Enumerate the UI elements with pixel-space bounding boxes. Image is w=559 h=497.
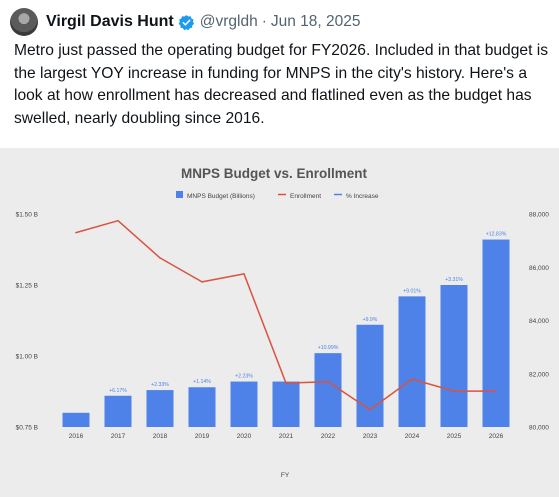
budget-bar bbox=[62, 412, 90, 427]
y-left-tick-label: $1.50 B bbox=[16, 212, 38, 219]
enrollment-point bbox=[285, 382, 287, 384]
tweet-media-chart[interactable]: MNPS Budget vs. Enrollment MNPS Budget (… bbox=[0, 148, 559, 497]
enrollment-point bbox=[159, 257, 161, 259]
chart: MNPS Budget vs. Enrollment MNPS Budget (… bbox=[16, 166, 550, 479]
budget-bar bbox=[104, 395, 132, 427]
y-axis-right: 80,000 82,000 84,000 86,000 88,000 bbox=[529, 212, 549, 432]
x-tick-label: 2024 bbox=[405, 433, 420, 440]
verified-badge-icon bbox=[178, 14, 195, 31]
bar-data-label: +9.01% bbox=[403, 288, 421, 294]
x-tick-label: 2016 bbox=[69, 433, 84, 440]
enrollment-point bbox=[453, 390, 455, 392]
budget-bar bbox=[440, 285, 468, 427]
enrollment-point bbox=[243, 273, 245, 275]
separator-dot: · bbox=[261, 13, 267, 30]
x-tick-label: 2021 bbox=[279, 433, 294, 440]
enrollment-point bbox=[327, 380, 329, 383]
chart-legend: MNPS Budget (Billions) Enrollment % Incr… bbox=[176, 191, 379, 200]
enrollment-point bbox=[117, 219, 119, 222]
bar-data-label: +12.83% bbox=[486, 232, 507, 238]
budget-bar bbox=[356, 324, 384, 427]
enrollment-point bbox=[369, 408, 371, 411]
x-tick-label: 2025 bbox=[447, 433, 462, 440]
bar-data-label: +2.23% bbox=[235, 374, 253, 380]
bar-data-label: +6.17% bbox=[109, 388, 127, 394]
enrollment-point bbox=[75, 231, 77, 234]
bar-labels: +6.17% +2.33% +1.14% +2.23% +10.99% +9.9% +9.0… bbox=[109, 232, 507, 394]
budget-bar bbox=[146, 390, 174, 427]
x-tick-label: 2017 bbox=[111, 433, 126, 440]
tweet-header: Virgil Davis Hunt @vrgldh · Jun 18, 2025 bbox=[10, 8, 361, 36]
y-left-tick-label: $0.75 B bbox=[16, 425, 38, 432]
x-tick-label: 2020 bbox=[237, 433, 252, 440]
legend-label-increase: % Increase bbox=[346, 193, 379, 200]
x-tick-label: 2018 bbox=[153, 433, 168, 440]
legend-swatch-budget bbox=[176, 191, 183, 198]
enrollment-point bbox=[201, 281, 203, 283]
bar-data-label: +3.31% bbox=[445, 277, 463, 283]
x-axis-label: FY bbox=[281, 472, 290, 479]
y-right-tick-label: 88,000 bbox=[529, 212, 549, 219]
y-right-tick-label: 86,000 bbox=[529, 265, 549, 272]
bar-data-label: +1.14% bbox=[193, 379, 211, 385]
budget-bar bbox=[482, 239, 510, 427]
tweet-text: Metro just passed the operating budget f… bbox=[14, 42, 549, 127]
avatar[interactable] bbox=[10, 8, 38, 36]
bar-series bbox=[62, 239, 510, 427]
chart-title: MNPS Budget vs. Enrollment bbox=[181, 166, 368, 181]
x-tick-label: 2019 bbox=[195, 433, 210, 440]
legend-label-budget: MNPS Budget (Billions) bbox=[187, 193, 255, 200]
y-right-tick-label: 80,000 bbox=[529, 425, 549, 432]
y-right-tick-label: 84,000 bbox=[529, 318, 549, 325]
y-axis-left: $0.75 B $1.00 B $1.25 B $1.50 B bbox=[16, 212, 38, 432]
bar-data-label: +9.9% bbox=[363, 317, 378, 323]
budget-bar bbox=[188, 387, 216, 427]
y-right-tick-label: 82,000 bbox=[529, 371, 549, 378]
enrollment-point bbox=[411, 378, 413, 380]
tweet-date[interactable]: Jun 18, 2025 bbox=[270, 13, 361, 30]
budget-bar bbox=[272, 381, 300, 427]
x-tick-label: 2022 bbox=[321, 433, 336, 440]
enrollment-series bbox=[75, 219, 497, 411]
bar-data-label: +10.99% bbox=[318, 345, 339, 351]
author-handle[interactable]: @vrgldh bbox=[199, 13, 258, 30]
budget-bar bbox=[230, 381, 258, 427]
y-left-tick-label: $1.00 B bbox=[16, 354, 38, 361]
x-tick-label: 2026 bbox=[489, 433, 504, 440]
enrollment-point bbox=[495, 390, 497, 392]
budget-bar bbox=[314, 353, 342, 427]
y-left-tick-label: $1.25 B bbox=[16, 283, 38, 290]
x-tick-label: 2023 bbox=[363, 433, 378, 440]
author-name[interactable]: Virgil Davis Hunt bbox=[46, 13, 174, 30]
budget-bar bbox=[398, 296, 426, 427]
x-axis: 2016 2017 2018 2019 2020 2021 2022 2023 2024 2025… bbox=[69, 433, 504, 440]
enrollment-line bbox=[75, 219, 496, 411]
legend-label-enrollment: Enrollment bbox=[290, 193, 321, 200]
bar-data-label: +2.33% bbox=[151, 382, 169, 388]
